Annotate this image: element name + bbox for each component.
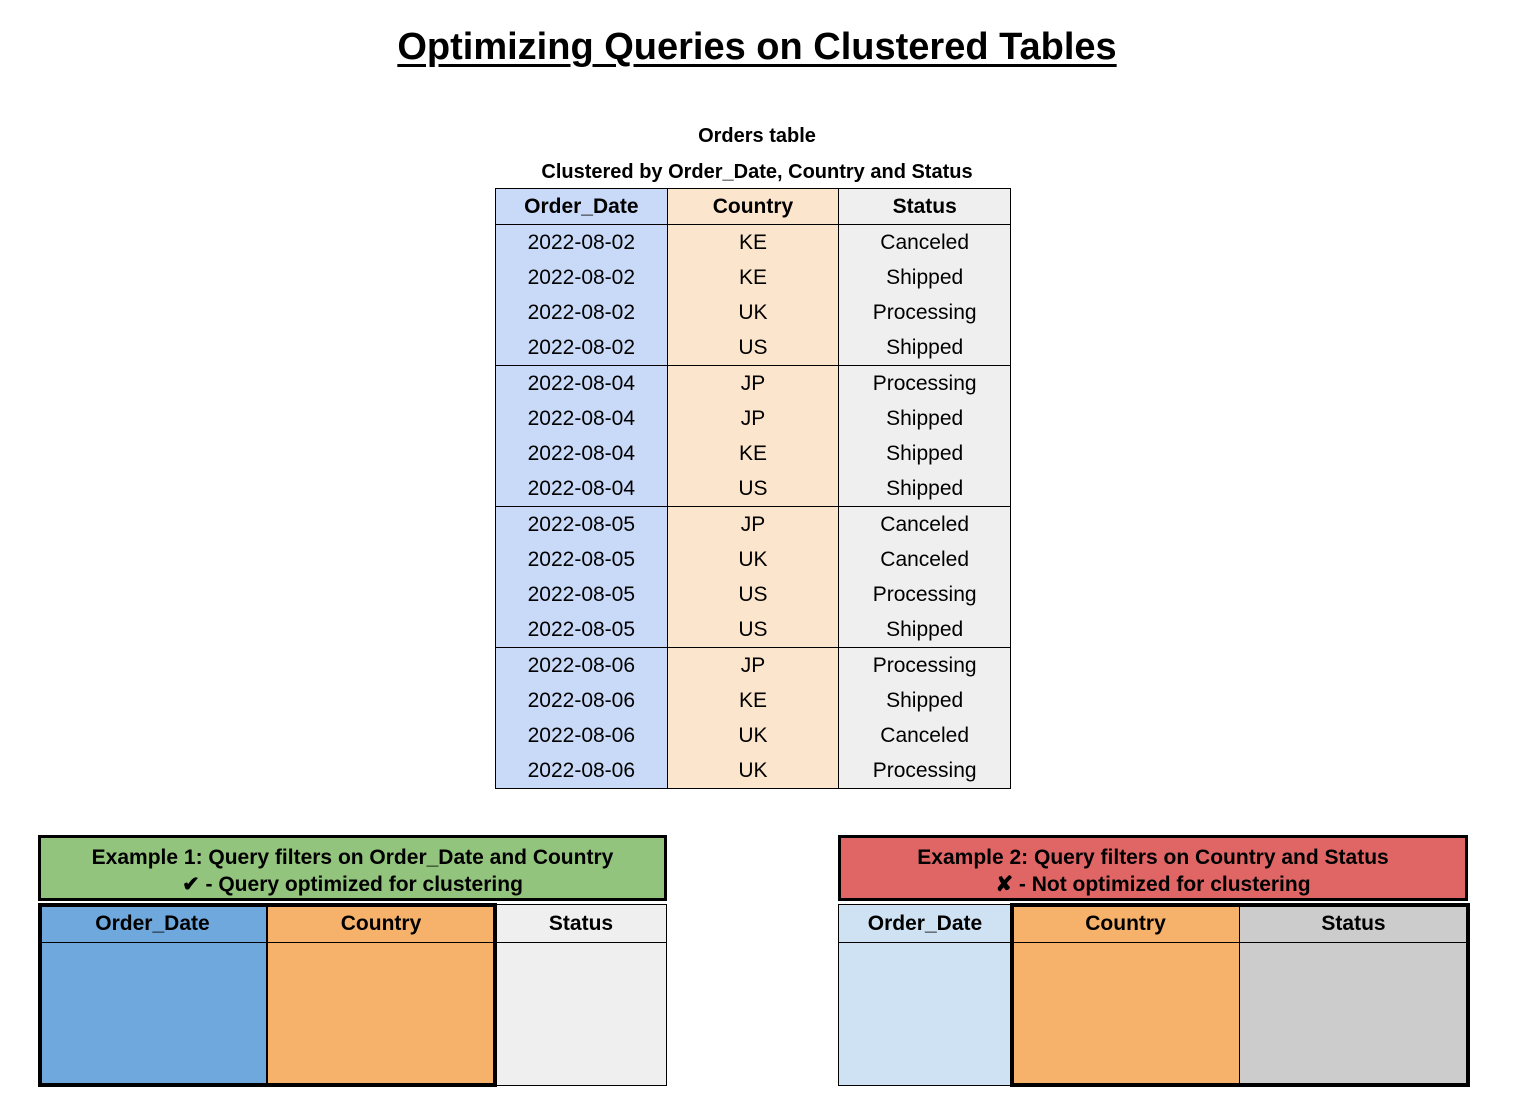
table-caption: Orders table [698, 125, 816, 147]
order-date-cell: 2022-08-05 [495, 577, 668, 612]
order-date-cell: 2022-08-02 [495, 260, 668, 295]
order-date-cell: 2022-08-05 [495, 612, 668, 648]
example1-subtitle: ✔ - Query optimized for clustering [182, 873, 523, 896]
status-cell: Shipped [838, 260, 1011, 295]
order-date-cell: 2022-08-06 [495, 718, 668, 753]
order-date-cell: 2022-08-02 [495, 330, 668, 366]
status-cell: Processing [838, 365, 1011, 401]
table-row: 2022-08-02 KE Shipped [495, 260, 1011, 295]
order-date-cell: 2022-08-05 [495, 542, 668, 577]
column-header-status: Status [838, 188, 1011, 225]
table-row: 2022-08-06 KE Shipped [495, 683, 1011, 718]
example1-header: Example 1: Query filters on Order_Date a… [38, 835, 667, 901]
orders-table: Order_Date Country Status 2022-08-02 KE Ca… [495, 188, 1011, 789]
table-row: 2022-08-02 US Shipped [495, 330, 1011, 366]
order-date-cell: 2022-08-02 [495, 295, 668, 330]
table-row: 2022-08-04 JP Shipped [495, 401, 1011, 436]
example1-title: Example 1: Query filters on Order_Date a… [91, 846, 614, 869]
country-cell: US [666, 330, 840, 366]
table-row: 2022-08-04 JP Processing [495, 365, 1011, 401]
table-row: 2022-08-02 UK Processing [495, 295, 1011, 330]
example2-subtitle: ✘ - Not optimized for clustering [995, 873, 1311, 896]
status-cell: Processing [838, 577, 1011, 612]
column-header: Status [1240, 905, 1467, 943]
table-row: 2022-08-04 US Shipped [495, 471, 1011, 507]
example2-title: Example 2: Query filters on Country and … [917, 846, 1389, 869]
table-row: 2022-08-05 US Processing [495, 577, 1011, 612]
example2-header: Example 2: Query filters on Country and … [838, 835, 1468, 901]
country-cell: UK [666, 753, 840, 789]
order-date-cell: 2022-08-06 [495, 753, 668, 789]
table-row: 2022-08-06 UK Processing [495, 753, 1011, 789]
table-subcaption: Clustered by Order_Date, Country and Sta… [541, 161, 973, 183]
order-date-cell: 2022-08-06 [495, 647, 668, 683]
country-cell: UK [666, 295, 840, 330]
example1-column-order-date: Order_Date [38, 904, 267, 1086]
status-cell: Shipped [838, 612, 1011, 648]
status-cell: Processing [838, 647, 1011, 683]
country-cell: US [666, 471, 840, 507]
status-cell: Canceled [838, 224, 1011, 260]
column-header: Status [496, 905, 666, 943]
example1-column-country: Country [267, 904, 495, 1086]
order-date-cell: 2022-08-04 [495, 365, 668, 401]
country-cell: UK [666, 718, 840, 753]
order-date-cell: 2022-08-04 [495, 471, 668, 507]
country-cell: KE [666, 436, 840, 471]
example2-column-status: Status [1239, 904, 1468, 1086]
table-row: 2022-08-06 JP Processing [495, 647, 1011, 683]
country-cell: JP [666, 506, 840, 542]
status-cell: Canceled [838, 542, 1011, 577]
status-cell: Shipped [838, 471, 1011, 507]
country-cell: JP [666, 365, 840, 401]
country-cell: KE [666, 260, 840, 295]
column-header: Order_Date [39, 905, 266, 943]
example2-column-order-date: Order_Date [838, 904, 1012, 1086]
country-cell: JP [666, 647, 840, 683]
table-header-row: Order_Date Country Status [495, 188, 1011, 225]
table-row: 2022-08-05 JP Canceled [495, 506, 1011, 542]
country-cell: US [666, 577, 840, 612]
order-date-cell: 2022-08-04 [495, 401, 668, 436]
country-cell: KE [666, 683, 840, 718]
order-date-cell: 2022-08-06 [495, 683, 668, 718]
example1-column-status: Status [495, 904, 667, 1086]
table-row: 2022-08-05 US Shipped [495, 612, 1011, 648]
page-title: Optimizing Queries on Clustered Tables [397, 26, 1117, 68]
country-cell: KE [666, 224, 840, 260]
order-date-cell: 2022-08-04 [495, 436, 668, 471]
column-header: Order_Date [839, 905, 1011, 943]
status-cell: Shipped [838, 401, 1011, 436]
column-header: Country [1012, 905, 1239, 943]
table-row: 2022-08-05 UK Canceled [495, 542, 1011, 577]
status-cell: Processing [838, 753, 1011, 789]
country-cell: US [666, 612, 840, 648]
column-header: Country [268, 905, 494, 943]
order-date-cell: 2022-08-02 [495, 224, 668, 260]
status-cell: Shipped [838, 683, 1011, 718]
table-row: 2022-08-02 KE Canceled [495, 224, 1011, 260]
column-header-country: Country [666, 188, 840, 225]
status-cell: Canceled [838, 506, 1011, 542]
status-cell: Canceled [838, 718, 1011, 753]
country-cell: UK [666, 542, 840, 577]
table-row: 2022-08-04 KE Shipped [495, 436, 1011, 471]
status-cell: Processing [838, 295, 1011, 330]
example2-column-country: Country [1011, 904, 1240, 1086]
country-cell: JP [666, 401, 840, 436]
column-header-order-date: Order_Date [495, 188, 668, 225]
status-cell: Shipped [838, 436, 1011, 471]
status-cell: Shipped [838, 330, 1011, 366]
table-row: 2022-08-06 UK Canceled [495, 718, 1011, 753]
order-date-cell: 2022-08-05 [495, 506, 668, 542]
